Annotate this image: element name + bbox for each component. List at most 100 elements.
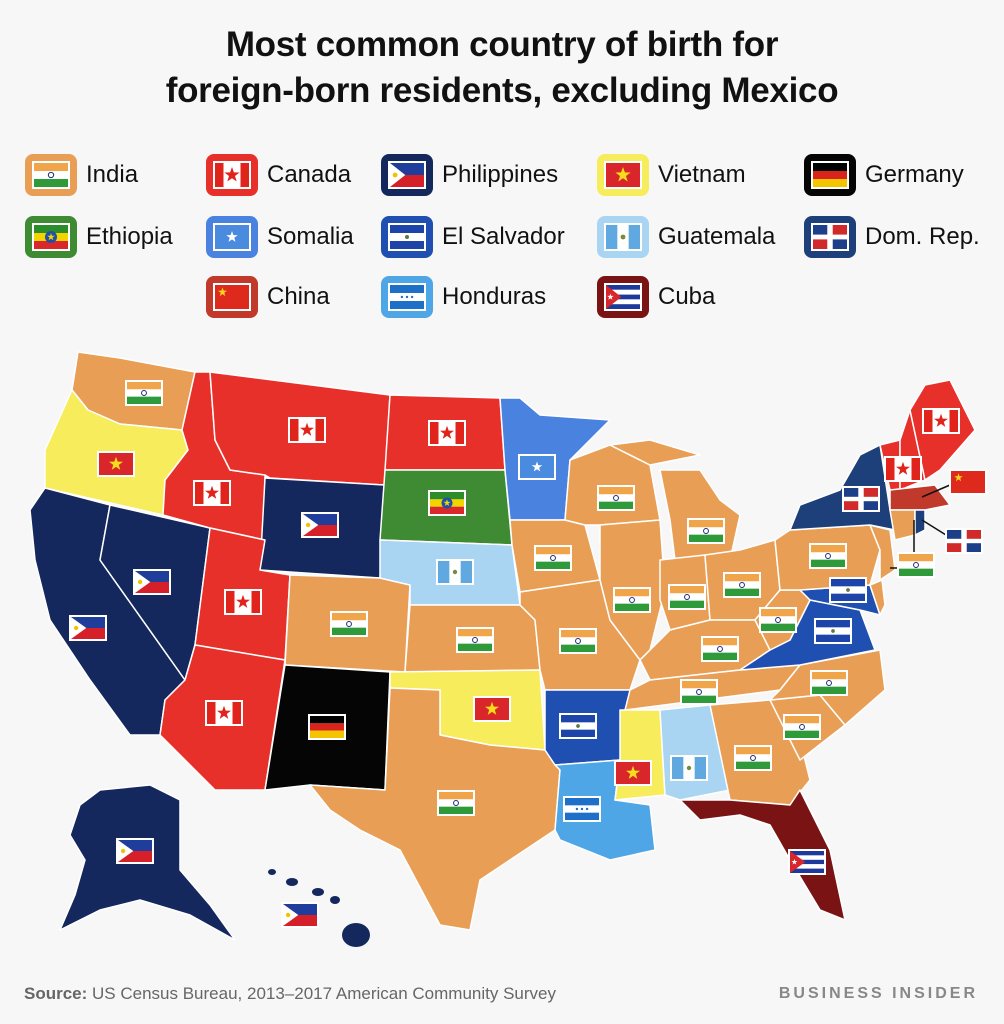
state-mi — [659, 469, 741, 561]
flag-india-icon — [437, 790, 475, 816]
legend-item: Philippines — [380, 152, 558, 198]
flag-vietnam-icon — [473, 696, 511, 722]
flag-canada-icon — [213, 161, 251, 189]
legend-label: Philippines — [442, 161, 559, 188]
state-hi — [342, 923, 370, 947]
state-ri — [914, 509, 926, 536]
flag-vietnam-icon — [614, 760, 652, 786]
flag-india-icon — [125, 380, 163, 406]
state-nj — [869, 524, 896, 581]
flag-dom-rep--icon — [945, 528, 983, 554]
state-hi — [268, 869, 276, 875]
flag-dom-rep--icon — [842, 486, 880, 512]
source-note: Source: US Census Bureau, 2013–2017 Amer… — [24, 984, 556, 1004]
flag-canada-icon — [224, 589, 262, 615]
flag-vietnam-icon — [97, 451, 135, 477]
flag-honduras-icon — [388, 283, 426, 311]
flag-vietnam-icon — [604, 161, 642, 189]
flag-india-icon — [559, 628, 597, 654]
flag-ethiopia-icon — [32, 223, 70, 251]
flag-el-salvador-icon — [388, 223, 426, 251]
flag-india-icon — [597, 485, 635, 511]
legend-label: Somalia — [267, 223, 354, 250]
legend-label: Guatemala — [658, 223, 776, 250]
flag-guatemala-icon — [604, 223, 642, 251]
flag-canada-icon — [884, 456, 922, 482]
legend-item: Canada — [205, 152, 351, 198]
page-title: Most common country of birth for foreign… — [0, 22, 1004, 114]
flag-india-icon — [809, 543, 847, 569]
flag-china-icon — [213, 283, 251, 311]
state-hi — [330, 896, 340, 904]
flag-china-icon — [949, 469, 987, 495]
flag-philippines-icon — [301, 512, 339, 538]
flag-philippines-icon — [388, 161, 426, 189]
flag-philippines-icon — [133, 569, 171, 595]
flag-philippines-icon — [116, 838, 154, 864]
flag-india-icon — [759, 607, 797, 633]
legend-label: India — [86, 161, 139, 188]
flag-india-icon — [897, 552, 935, 578]
state-ct — [889, 509, 916, 541]
flag-canada-icon — [193, 480, 231, 506]
title-line-1: Most common country of birth for — [225, 25, 779, 64]
flag-india-icon — [668, 584, 706, 610]
flag-india-icon — [534, 545, 572, 571]
legend-item: Vietnam — [596, 152, 746, 198]
flag-el-salvador-icon — [814, 618, 852, 644]
flag-canada-icon — [205, 700, 243, 726]
flag-cuba-icon — [788, 849, 826, 875]
state-de — [869, 579, 886, 616]
flag-guatemala-icon — [670, 755, 708, 781]
title-line-2: foreign-born residents, excluding Mexico — [165, 71, 839, 110]
state-ms — [614, 709, 666, 801]
flag-somalia-icon — [213, 223, 251, 251]
flag-canada-icon — [288, 417, 326, 443]
source-text: US Census Bureau, 2013–2017 American Com… — [87, 984, 556, 1003]
flag-canada-icon — [428, 420, 466, 446]
flag-somalia-icon — [518, 454, 556, 480]
flag-germany-icon — [811, 161, 849, 189]
flag-germany-icon — [308, 714, 346, 740]
legend-label: Honduras — [442, 283, 547, 310]
legend-item: Germany — [803, 152, 964, 198]
flag-india-icon — [680, 679, 718, 705]
flag-india-icon — [613, 587, 651, 613]
flag-canada-icon — [922, 408, 960, 434]
state-mi — [609, 439, 701, 466]
flag-india-icon — [330, 611, 368, 637]
legend-label: Ethiopia — [86, 223, 173, 250]
legend-item: Ethiopia — [24, 214, 173, 260]
legend-item: Guatemala — [596, 214, 775, 260]
legend-item: Honduras — [380, 274, 546, 320]
flag-dom-rep--icon — [811, 223, 849, 251]
callout-line — [921, 519, 947, 536]
legend-label: China — [267, 283, 330, 310]
us-map — [29, 351, 987, 947]
state-hi — [286, 878, 298, 886]
flag-el-salvador-icon — [829, 577, 867, 603]
legend-label: El Salvador — [442, 223, 565, 250]
legend-label: Dom. Rep. — [865, 223, 980, 250]
brand-logo: BUSINESS INSIDER — [778, 985, 978, 1002]
state-fl — [679, 789, 846, 921]
callout-line — [921, 484, 951, 498]
legend-item: Somalia — [205, 214, 354, 260]
legend-item: El Salvador — [380, 214, 565, 260]
state-hi — [312, 888, 324, 896]
legend-label: Vietnam — [658, 161, 746, 188]
flag-philippines-icon — [281, 902, 319, 928]
legend-label: Cuba — [658, 283, 716, 310]
flag-india-icon — [456, 627, 494, 653]
flag-india-icon — [32, 161, 70, 189]
flag-india-icon — [783, 714, 821, 740]
legend-item: Dom. Rep. — [803, 214, 980, 260]
flag-cuba-icon — [604, 283, 642, 311]
flag-philippines-icon — [69, 615, 107, 641]
flag-india-icon — [734, 745, 772, 771]
legend-label: Germany — [865, 161, 964, 188]
legend-item: China — [205, 274, 330, 320]
flag-el-salvador-icon — [559, 713, 597, 739]
legend-label: Canada — [267, 161, 352, 188]
